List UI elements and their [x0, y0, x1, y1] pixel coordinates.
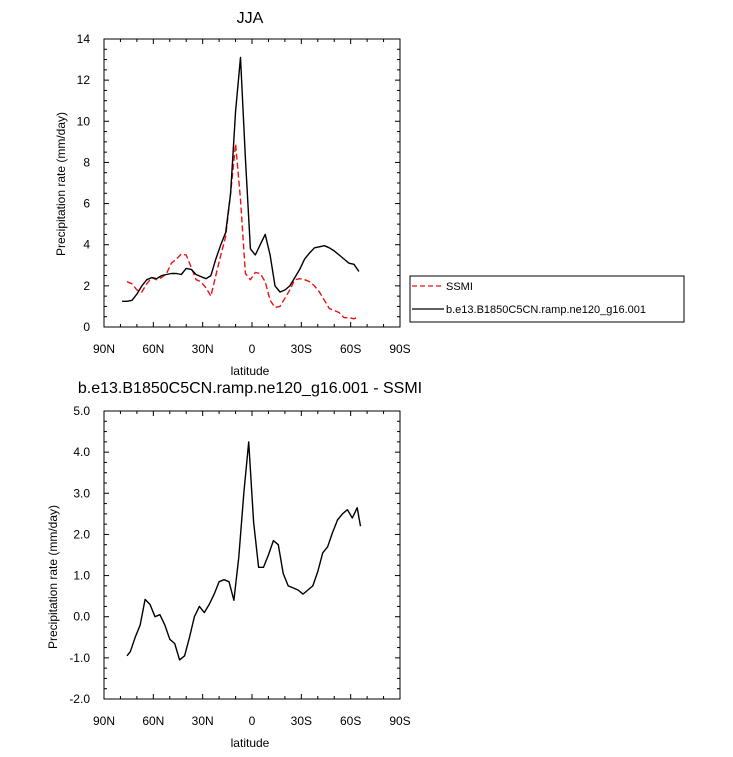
- y-tick-label: 5.0: [73, 404, 90, 418]
- x-tick-label: 0: [249, 714, 256, 728]
- plot-frame: [103, 38, 401, 328]
- series-line-ssmi: [126, 143, 360, 320]
- y-tick-label: 2.0: [73, 527, 90, 541]
- legend-label-model: b.e13.B1850C5CN.ramp.ne120_g16.001: [446, 304, 646, 316]
- y-tick-label: 4.0: [73, 445, 90, 459]
- bottom-chart-ylabel: Precipitation rate (mm/day): [46, 505, 60, 649]
- y-tick-label: -2.0: [69, 692, 90, 706]
- y-tick-label: 6: [83, 197, 90, 211]
- bottom-chart: b.e13.B1850C5CN.ramp.ne120_g16.001 - SSM…: [46, 380, 422, 750]
- x-tick-label: 90S: [389, 714, 410, 728]
- x-tick-label: 90N: [93, 714, 115, 728]
- legend-label-ssmi: SSMI: [446, 281, 473, 293]
- top-chart-ylabel: Precipitation rate (mm/day): [54, 112, 68, 256]
- x-tick-label: 30S: [291, 714, 312, 728]
- x-tick-label: 90S: [389, 342, 410, 356]
- legend-box: [409, 275, 685, 323]
- plot-frame: [103, 410, 401, 700]
- y-tick-label: 12: [77, 73, 91, 87]
- x-tick-label: 30N: [192, 714, 214, 728]
- x-tick-label: 60N: [142, 714, 164, 728]
- y-tick-label: -1.0: [69, 651, 90, 665]
- x-tick-label: 0: [249, 342, 256, 356]
- bottom-chart-title: b.e13.B1850C5CN.ramp.ne120_g16.001 - SSM…: [78, 380, 422, 397]
- top-chart-xlabel: latitude: [231, 364, 270, 378]
- bottom-chart-xlabel: latitude: [231, 736, 270, 750]
- y-tick-label: 8: [83, 155, 90, 169]
- y-tick-label: 0: [83, 320, 90, 334]
- y-tick-label: 10: [77, 114, 91, 128]
- y-tick-label: 1.0: [73, 569, 90, 583]
- top-chart: JJA 90N 60N 30N 0 30S 60S 90S 0 2 4 6 8 10 12 14 latit…: [54, 10, 411, 378]
- x-tick-label: 30N: [192, 342, 214, 356]
- y-tick-label: 2: [83, 279, 90, 293]
- x-tick-label: 60N: [142, 342, 164, 356]
- y-tick-label: 3.0: [73, 486, 90, 500]
- top-chart-legend: SSMI b.e13.B1850C5CN.ramp.ne120_g16.001: [409, 275, 685, 323]
- x-tick-label: 60S: [340, 714, 361, 728]
- x-tick-label: 90N: [93, 342, 115, 356]
- y-tick-label: 4: [83, 238, 90, 252]
- top-chart-title: JJA: [237, 10, 264, 27]
- x-tick-label: 60S: [340, 342, 361, 356]
- x-tick-label: 30S: [291, 342, 312, 356]
- y-tick-label: 14: [77, 32, 91, 46]
- y-tick-label: 0.0: [73, 610, 90, 624]
- series-line-difference: [126, 441, 362, 661]
- series-line-b-e13-b1850c5cn-ramp-ne120-g16-001: [122, 56, 360, 302]
